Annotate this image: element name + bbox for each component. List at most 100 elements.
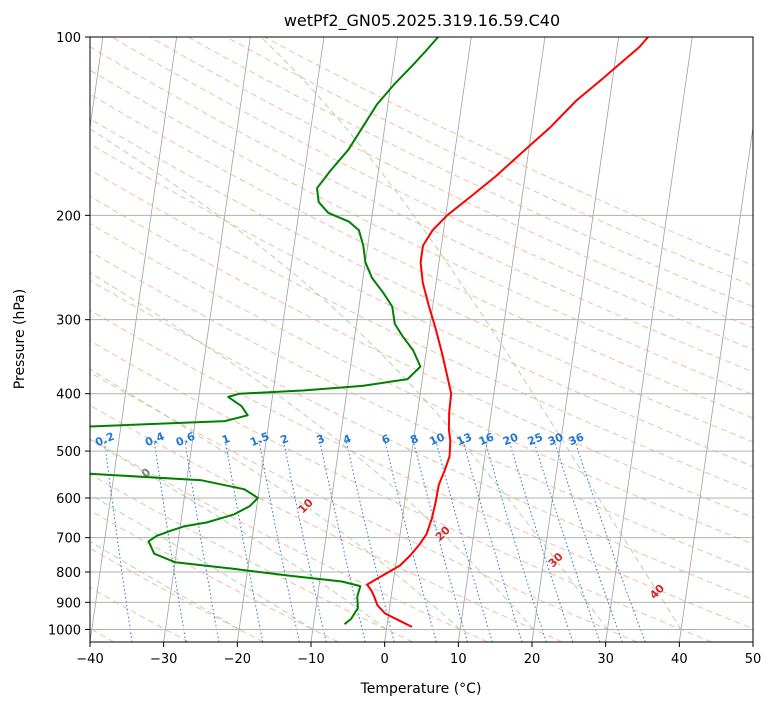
mixing-ratio-line bbox=[384, 440, 437, 642]
y-tick-label: 700 bbox=[56, 532, 81, 547]
dry-adiabat-line bbox=[90, 340, 712, 642]
y-tick-label: 400 bbox=[56, 388, 81, 403]
isotherm-line bbox=[752, 639, 753, 642]
x-axis-label: Temperature (°C) bbox=[360, 681, 482, 697]
isopleth-label: 13 bbox=[455, 431, 474, 449]
x-tick-label: −40 bbox=[76, 652, 103, 667]
mixing-ratio-line bbox=[553, 440, 623, 642]
isopleth-label: 36 bbox=[567, 430, 586, 448]
y-tick-label: 900 bbox=[56, 596, 81, 611]
y-axis-ticks: 1000 900 800 700 600 500 400 300 200 100 bbox=[48, 31, 90, 638]
mixing-ratio-line bbox=[153, 440, 187, 642]
isopleth-label: 30 bbox=[546, 430, 565, 448]
isopleth-label: 8 bbox=[408, 432, 420, 447]
isopleth-label: 10 bbox=[296, 496, 316, 516]
plot-frame bbox=[89, 36, 754, 643]
isopleth-label: 1 bbox=[220, 432, 232, 447]
y-axis-label: Pressure (hPa) bbox=[12, 289, 28, 389]
x-axis-ticks: −40 −30 −20 −10 0 10 20 30 40 50 bbox=[76, 642, 761, 667]
moist-adiabat-line bbox=[90, 438, 387, 630]
isotherm-line bbox=[384, 37, 472, 642]
x-tick-label: 40 bbox=[671, 652, 688, 667]
mixing-ratio-line bbox=[345, 440, 395, 642]
dry-adiabat-line bbox=[264, 37, 753, 266]
y-tick-label: 1000 bbox=[48, 623, 81, 638]
dry-adiabat-line bbox=[90, 251, 753, 573]
pressure-gridlines bbox=[90, 37, 753, 630]
isopleth-label: 1.5 bbox=[248, 430, 271, 449]
plot-area: -100-90-80-70-60-50-40-30-20-10010203040… bbox=[90, 37, 753, 642]
dry-adiabat-line bbox=[90, 404, 563, 642]
dry-adiabat-line bbox=[149, 37, 753, 329]
y-tick-label: 200 bbox=[56, 209, 81, 224]
x-tick-label: 10 bbox=[450, 652, 467, 667]
isotherm-line bbox=[678, 124, 753, 642]
x-tick-label: −20 bbox=[224, 652, 251, 667]
dry-adiabat-line bbox=[90, 46, 753, 373]
isotherm-line bbox=[605, 37, 693, 642]
profile-series bbox=[90, 37, 649, 628]
dry-adiabat-lines bbox=[90, 37, 753, 642]
mixing-ratio-line bbox=[283, 440, 327, 642]
dry-adiabat-line bbox=[90, 222, 753, 545]
dry-adiabat-line bbox=[90, 547, 264, 642]
temperature-line bbox=[366, 37, 649, 628]
isopleth-label: 25 bbox=[526, 431, 545, 449]
dry-adiabat-line bbox=[90, 279, 753, 601]
isopleth-label: 6 bbox=[380, 432, 392, 447]
dry-adiabat-line bbox=[90, 143, 753, 468]
mixing-ratio-line bbox=[508, 440, 574, 642]
isotherm-line bbox=[457, 37, 546, 642]
chart-title: wetPf2_GN05.2025.319.16.59.C40 bbox=[284, 11, 560, 31]
mixing-ratio-line bbox=[103, 440, 133, 642]
y-tick-label: 300 bbox=[56, 314, 81, 329]
dry-adiabat-line bbox=[187, 37, 753, 308]
y-tick-label: 100 bbox=[56, 31, 81, 46]
isopleth-labels: -100-90-80-70-60-50-40-30-20-10010203040… bbox=[93, 430, 667, 602]
mixing-ratio-line bbox=[319, 440, 366, 642]
isopleth-label: 20 bbox=[501, 430, 520, 448]
x-tick-label: 0 bbox=[381, 652, 389, 667]
y-tick-label: 800 bbox=[56, 566, 81, 581]
isotherm-line bbox=[90, 37, 177, 642]
moist-adiabat-line bbox=[90, 128, 608, 630]
dewpoint-line bbox=[90, 37, 439, 625]
x-tick-label: −10 bbox=[297, 652, 324, 667]
isopleth-label: 10 bbox=[427, 430, 446, 448]
dry-adiabat-line bbox=[90, 309, 753, 630]
dry-adiabat-line bbox=[90, 118, 753, 443]
y-tick-label: 500 bbox=[56, 445, 81, 460]
dry-adiabat-line bbox=[111, 37, 753, 351]
x-tick-label: 30 bbox=[597, 652, 614, 667]
dry-adiabat-line bbox=[90, 69, 753, 396]
isopleth-label: 3 bbox=[315, 432, 327, 447]
moist-adiabat-line bbox=[90, 368, 461, 630]
dry-adiabat-line bbox=[90, 509, 339, 642]
dry-adiabat-line bbox=[90, 93, 753, 419]
x-tick-label: 50 bbox=[745, 652, 762, 667]
dry-adiabat-line bbox=[226, 37, 753, 287]
dry-adiabat-line bbox=[90, 169, 753, 493]
dry-adiabat-line bbox=[90, 195, 753, 519]
dry-adiabat-line bbox=[90, 473, 414, 642]
y-tick-label: 600 bbox=[56, 492, 81, 507]
isotherm-line bbox=[163, 37, 251, 642]
moist-adiabat-line bbox=[90, 541, 240, 630]
isopleth-label: 30 bbox=[546, 550, 566, 570]
x-tick-label: −30 bbox=[150, 652, 177, 667]
isotherm-line bbox=[531, 37, 619, 642]
mixing-ratio-line bbox=[435, 440, 493, 642]
mixing-ratio-line bbox=[462, 440, 523, 642]
isopleth-label: 40 bbox=[647, 582, 667, 602]
moist-adiabat-line bbox=[90, 493, 314, 630]
mixing-ratio-line bbox=[184, 440, 220, 642]
isotherm-line bbox=[236, 37, 325, 642]
dry-adiabat-line bbox=[90, 438, 488, 642]
x-tick-label: 20 bbox=[524, 652, 541, 667]
isotherm-lines bbox=[90, 37, 753, 642]
moist-adiabat-line bbox=[260, 37, 682, 630]
isopleth-label: 0.2 bbox=[93, 430, 116, 449]
isopleth-label: 2 bbox=[278, 432, 290, 447]
mixing-ratio-line bbox=[224, 440, 264, 642]
